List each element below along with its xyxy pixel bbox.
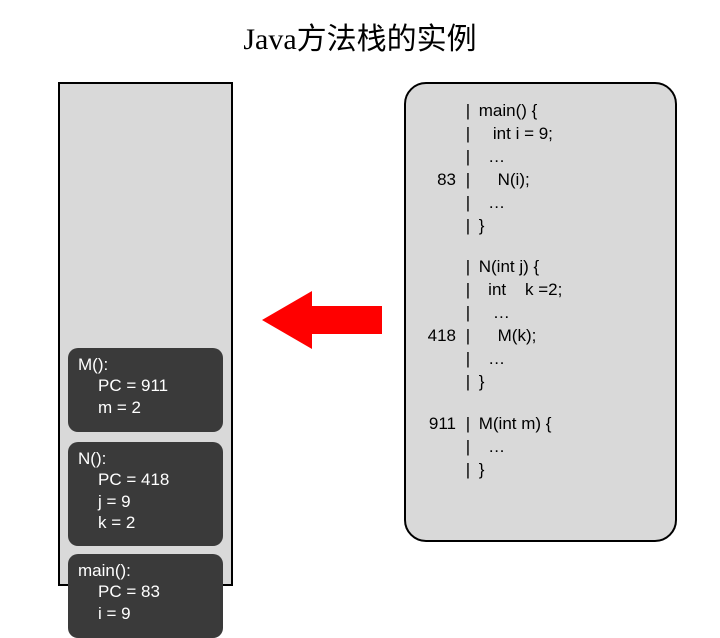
code-text: … (474, 436, 663, 459)
code-text: M(int m) { (474, 413, 663, 436)
title-text: Java方法栈的实例 (243, 23, 476, 56)
frame-var: PC = 418 (78, 469, 213, 490)
frame-name: main(): (78, 560, 213, 581)
code-address (418, 256, 462, 279)
stack-frame: N():PC = 418j = 9k = 2 (68, 442, 223, 546)
code-line: | N(int j) { (418, 256, 663, 279)
code-separator: | (462, 413, 474, 436)
code-line: 418| M(k); (418, 325, 663, 348)
frame-name: N(): (78, 448, 213, 469)
code-separator: | (462, 256, 474, 279)
stack-frame: main():PC = 83i = 9 (68, 554, 223, 638)
code-separator: | (462, 348, 474, 371)
code-line: | … (418, 436, 663, 459)
code-line: | int i = 9; (418, 123, 663, 146)
code-text: int k =2; (474, 279, 663, 302)
code-text: } (474, 371, 663, 394)
frame-var: i = 9 (78, 603, 213, 624)
code-separator: | (462, 215, 474, 238)
code-text: int i = 9; (474, 123, 663, 146)
code-address (418, 279, 462, 302)
code-address (418, 459, 462, 482)
code-text: … (474, 348, 663, 371)
code-text: main() { (474, 100, 663, 123)
frame-var: PC = 83 (78, 581, 213, 602)
code-address (418, 146, 462, 169)
code-separator: | (462, 123, 474, 146)
code-line: | int k =2; (418, 279, 663, 302)
code-line: | … (418, 348, 663, 371)
code-separator: | (462, 146, 474, 169)
code-line: 911| M(int m) { (418, 413, 663, 436)
code-separator: | (462, 459, 474, 482)
code-separator: | (462, 169, 474, 192)
code-separator: | (462, 371, 474, 394)
code-address: 911 (418, 413, 462, 436)
code-separator: | (462, 302, 474, 325)
frame-var: PC = 911 (78, 375, 213, 396)
code-address (418, 348, 462, 371)
code-line (418, 394, 663, 413)
arrow-icon (262, 291, 382, 354)
code-line: | … (418, 146, 663, 169)
code-line: | } (418, 215, 663, 238)
code-address (418, 123, 462, 146)
code-address (418, 100, 462, 123)
code-address (418, 302, 462, 325)
code-separator: | (462, 192, 474, 215)
code-line: | … (418, 192, 663, 215)
frame-name: M(): (78, 354, 213, 375)
code-address (418, 215, 462, 238)
code-separator: | (462, 279, 474, 302)
code-address (418, 371, 462, 394)
code-address: 418 (418, 325, 462, 348)
page-title: Java方法栈的实例 (0, 14, 720, 58)
frame-var: j = 9 (78, 491, 213, 512)
code-line: 83| N(i); (418, 169, 663, 192)
code-text: … (474, 302, 663, 325)
code-line: | main() { (418, 100, 663, 123)
code-line: | … (418, 302, 663, 325)
code-text: … (474, 192, 663, 215)
code-line: | } (418, 459, 663, 482)
code-separator: | (462, 325, 474, 348)
code-text: N(int j) { (474, 256, 663, 279)
code-address: 83 (418, 169, 462, 192)
frame-var: k = 2 (78, 512, 213, 533)
code-separator: | (462, 100, 474, 123)
code-text: } (474, 459, 663, 482)
code-address (418, 436, 462, 459)
code-text: N(i); (474, 169, 663, 192)
code-text: } (474, 215, 663, 238)
code-address (418, 192, 462, 215)
stack-frame: M():PC = 911m = 2 (68, 348, 223, 432)
code-listing: | main() {| int i = 9;| …83| N(i);| …| }… (404, 82, 677, 542)
code-line (418, 238, 663, 257)
code-text: … (474, 146, 663, 169)
code-text: M(k); (474, 325, 663, 348)
stack-container: M():PC = 911m = 2 N():PC = 418j = 9k = 2 m… (58, 82, 233, 586)
code-line: | } (418, 371, 663, 394)
code-separator: | (462, 436, 474, 459)
frame-var: m = 2 (78, 397, 213, 418)
